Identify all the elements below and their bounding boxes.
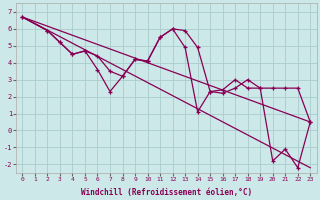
X-axis label: Windchill (Refroidissement éolien,°C): Windchill (Refroidissement éolien,°C) (81, 188, 252, 197)
